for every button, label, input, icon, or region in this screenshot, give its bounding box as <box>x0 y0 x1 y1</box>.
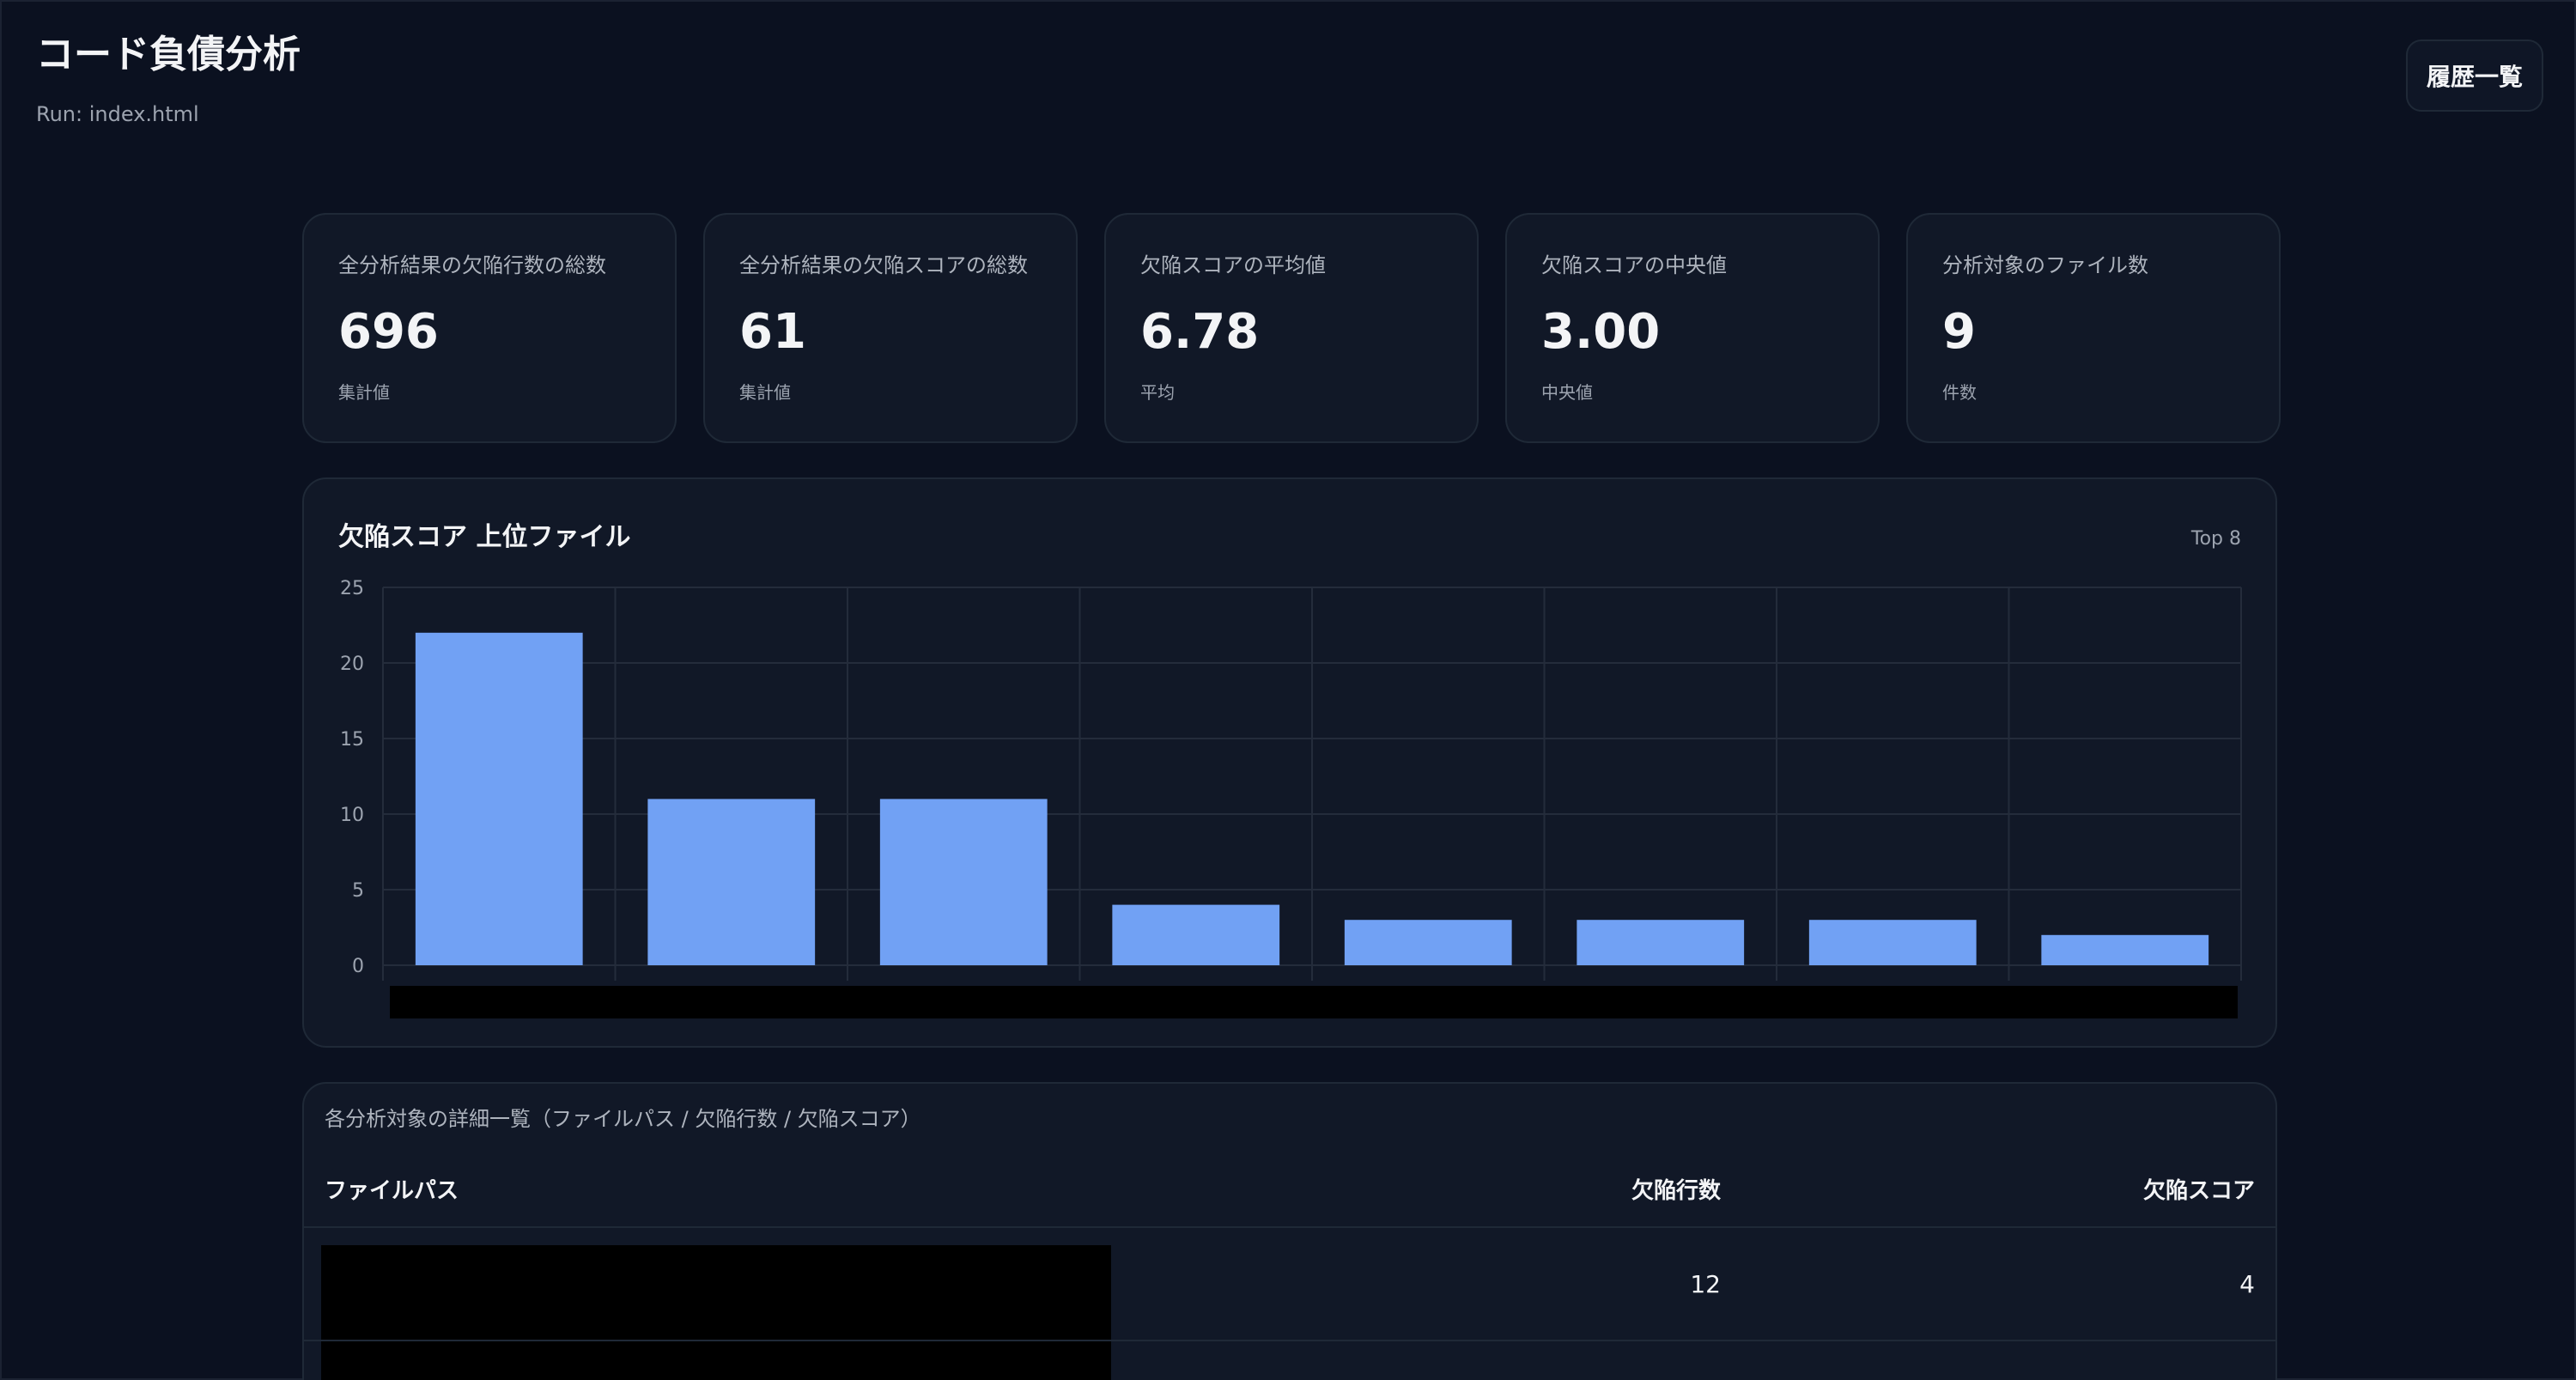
defect-score-bar-chart: 0 5 10 15 20 25 <box>340 578 2242 1018</box>
y-tick-label: 10 <box>340 805 364 826</box>
column-header-defect-lines[interactable]: 欠陥行数 <box>1631 1178 1721 1204</box>
stat-card-label: 分析対象のファイル数 <box>1942 253 2148 277</box>
bar <box>1577 920 1745 965</box>
chart-title: 欠陥スコア 上位ファイル <box>338 522 631 552</box>
chart-top-count-badge: Top 8 <box>2190 528 2241 550</box>
stat-card-note: 中央値 <box>1541 382 1593 403</box>
bar <box>415 632 583 965</box>
run-label: Run: index.html <box>36 102 199 126</box>
y-tick-label: 20 <box>340 654 364 675</box>
redacted-file-path <box>321 1245 1111 1380</box>
bar <box>2041 934 2209 965</box>
bar <box>879 799 1048 965</box>
stat-card-file-count: 分析対象のファイル数 9 件数 <box>1906 213 2281 443</box>
cell-defect-lines: 12 <box>1690 1270 1721 1298</box>
stat-card-value: 9 <box>1942 304 1976 360</box>
stat-card-label: 全分析結果の欠陥行数の総数 <box>338 253 606 277</box>
stat-card-note: 集計値 <box>739 382 791 403</box>
file-detail-table-panel: 各分析対象の詳細一覧（ファイルパス / 欠陥行数 / 欠陥スコア） ファイルパス… <box>302 1082 2277 1380</box>
table-row-divider <box>304 1340 2275 1341</box>
table-caption: 各分析対象の詳細一覧（ファイルパス / 欠陥行数 / 欠陥スコア） <box>325 1107 921 1131</box>
column-header-defect-score[interactable]: 欠陥スコア <box>2142 1178 2255 1204</box>
table-row[interactable]: 12 4 <box>304 1228 2275 1380</box>
bar <box>1808 920 1977 965</box>
stat-card-value: 6.78 <box>1140 304 1260 360</box>
cell-defect-score: 4 <box>2239 1270 2255 1298</box>
stat-card-value: 61 <box>739 304 806 360</box>
stat-card-note: 集計値 <box>338 382 390 403</box>
stat-card-label: 欠陥スコアの平均値 <box>1140 253 1326 277</box>
bar <box>1112 904 1280 965</box>
y-tick-label: 0 <box>352 956 364 977</box>
stat-card-label: 欠陥スコアの中央値 <box>1541 253 1727 277</box>
y-tick-label: 5 <box>352 880 364 902</box>
page-title: コード負債分析 <box>36 33 301 76</box>
stat-card-note: 件数 <box>1942 382 1977 403</box>
bar <box>647 799 816 965</box>
history-button[interactable]: 履歴一覧 <box>2406 40 2543 112</box>
table-header-divider <box>304 1226 2275 1228</box>
stat-card-label: 全分析結果の欠陥スコアの総数 <box>739 253 1028 277</box>
stat-card-score-median: 欠陥スコアの中央値 3.00 中央値 <box>1505 213 1880 443</box>
column-header-file-path[interactable]: ファイルパス <box>325 1178 459 1204</box>
y-tick-label: 25 <box>340 578 364 599</box>
stat-card-score-average: 欠陥スコアの平均値 6.78 平均 <box>1104 213 1479 443</box>
stat-card-note: 平均 <box>1140 382 1175 403</box>
bar <box>1344 920 1512 965</box>
redacted-x-axis-labels <box>390 986 2238 1018</box>
stat-card-value: 696 <box>338 304 439 360</box>
stat-card-defect-lines-total: 全分析結果の欠陥行数の総数 696 集計値 <box>302 213 677 443</box>
stat-card-value: 3.00 <box>1541 304 1661 360</box>
y-tick-label: 15 <box>340 729 364 751</box>
stat-card-defect-score-total: 全分析結果の欠陥スコアの総数 61 集計値 <box>703 213 1078 443</box>
top-files-chart-panel: 欠陥スコア 上位ファイル Top 8 0 5 10 15 20 25 <box>302 477 2277 1048</box>
